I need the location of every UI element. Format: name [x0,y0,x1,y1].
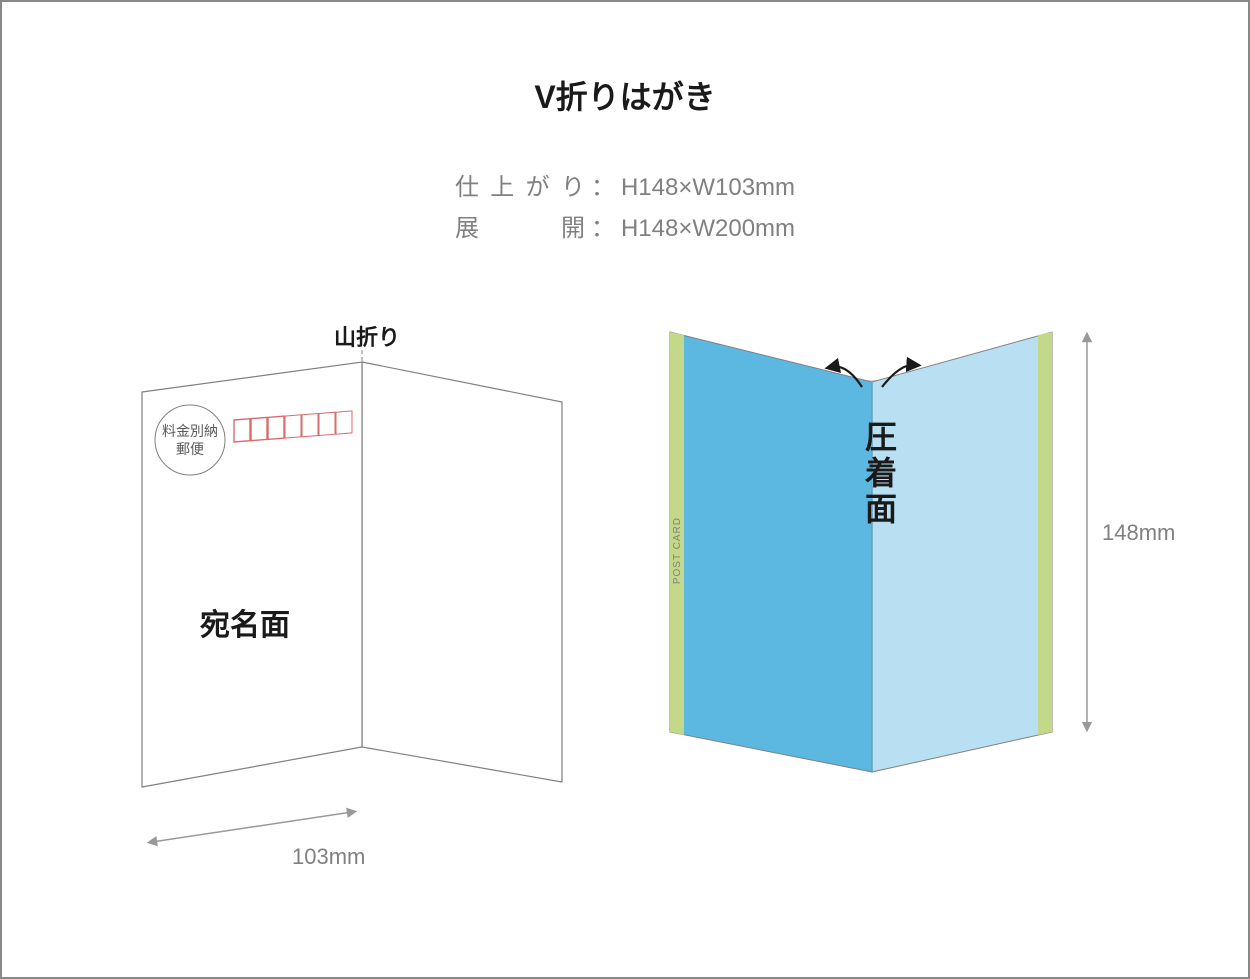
spec-finished-value: H148×W103mm [621,168,795,209]
spec-colon: ： [591,209,615,250]
height-dimension-label: 148mm [1102,520,1175,546]
post-card-label: POST CARD [672,517,683,584]
spec-finished-label: 仕上がり [455,168,585,209]
page-title: V折りはがき [2,72,1248,118]
stamp-circle-text: 料金別納 郵便 [161,423,219,458]
spec-colon: ： [591,168,615,209]
spec-finished: 仕上がり ： H148×W103mm [2,168,1248,209]
width-dimension-label: 103mm [292,844,365,870]
spec-block: 仕上がり ： H148×W103mm 展開 ： H148×W200mm [2,168,1248,250]
address-face-label: 宛名面 [200,600,290,644]
spec-unfolded-label: 展開 [455,209,585,250]
mountain-fold-label: 山折り [334,320,400,352]
spec-unfolded: 展開 ： H148×W200mm [2,209,1248,250]
diagram-svg [2,302,1250,922]
diagram-area: 山折り 料金別納 郵便 宛名面 圧着面 POST CARD 103mm 148m… [2,302,1248,922]
press-face-label: 圧着面 [856,420,902,528]
spec-unfolded-value: H148×W200mm [621,209,795,250]
